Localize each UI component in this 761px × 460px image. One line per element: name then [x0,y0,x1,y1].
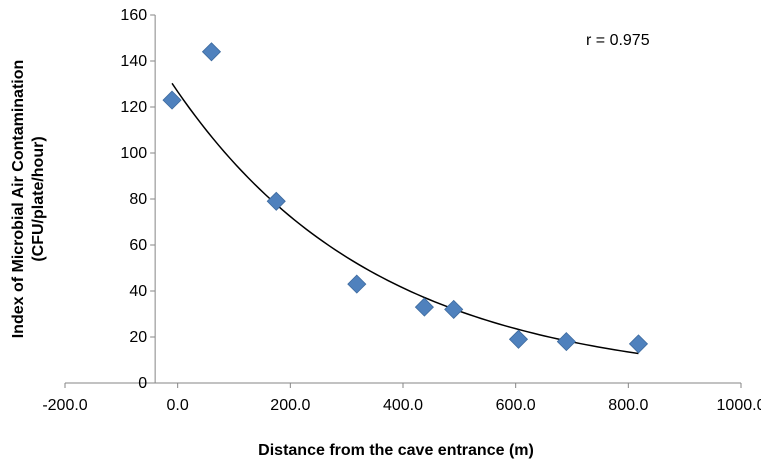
x-tick-label: 800.0 [608,397,648,414]
x-tick-label: -200.0 [42,397,87,414]
correlation-annotation: r = 0.975 [586,32,650,49]
x-tick-label: 400.0 [383,397,423,414]
y-tick-label: 100 [120,145,147,162]
data-point [628,334,649,354]
x-tick-label: 200.0 [270,397,310,414]
y-tick-label: 120 [120,99,147,116]
axes [64,14,742,388]
x-tick-label: 600.0 [496,397,536,414]
x-axis-title: Distance from the cave entrance (m) [258,442,534,459]
data-point [201,42,222,62]
y-tick-label: 60 [129,237,147,254]
y-tick-label: 160 [120,7,147,24]
data-point [556,332,576,352]
y-axis-title-line-1: Index of Microbial Air Contamination [10,60,27,339]
y-tick-label: 80 [129,191,147,208]
y-axis-title-line-2: (CFU/plate/hour) [30,136,47,261]
x-tick-label: 1000.0 [717,397,761,414]
y-tick-label: 40 [129,283,147,300]
y-tick-label: 140 [120,53,147,70]
data-point [162,90,182,110]
data-point [347,274,367,294]
data-point [444,299,464,319]
x-tick-label: 0.0 [167,397,189,414]
trendline [171,82,639,355]
y-tick-label: 0 [138,375,147,392]
data-point [266,191,286,211]
data-point [414,297,434,317]
y-axis-title: Index of Microbial Air Contamination (CF… [10,60,47,339]
y-tick-label: 20 [129,329,147,346]
data-point [508,329,529,349]
data-points [162,42,649,354]
tick-labels: 0 20 40 60 80 100 120 140 160 -200.0 0.0 200.0 400.0… [42,7,761,414]
